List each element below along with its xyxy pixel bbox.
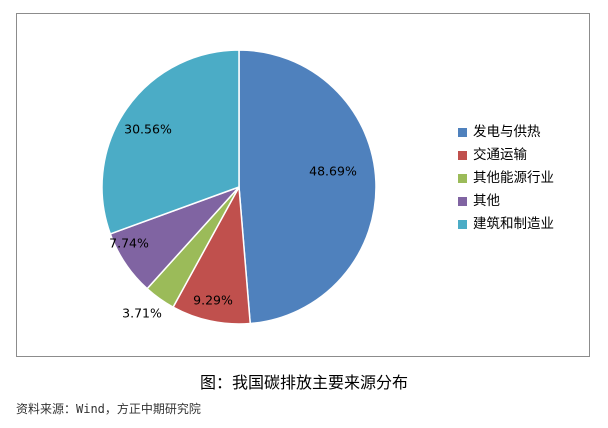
legend: 发电与供热 交通运输 其他能源行业 其他 建筑和制造业: [458, 121, 554, 236]
legend-item-transport: 交通运输: [458, 144, 554, 167]
data-label-building-manufacturing: 30.56%: [124, 122, 172, 137]
legend-label: 发电与供热: [473, 124, 541, 140]
legend-label: 其他: [473, 193, 500, 209]
legend-swatch: [458, 151, 467, 160]
source-note: 资料来源：Wind，方正中期研究院: [16, 402, 201, 416]
legend-label: 其他能源行业: [473, 170, 554, 186]
data-label-other: 7.74%: [109, 236, 149, 251]
data-label-other-energy: 3.71%: [122, 306, 162, 321]
figure-caption: 图：我国碳排放主要来源分布: [199, 373, 408, 392]
legend-swatch: [458, 174, 467, 183]
legend-item-other: 其他: [458, 190, 554, 213]
legend-swatch: [458, 128, 467, 137]
legend-swatch: [458, 197, 467, 206]
data-label-transport: 9.29%: [193, 293, 233, 308]
legend-item-power-heat: 发电与供热: [458, 121, 554, 144]
pie-slice-building-manufacturing: [101, 49, 240, 235]
legend-label: 建筑和制造业: [473, 216, 554, 232]
legend-item-building-manufacturing: 建筑和制造业: [458, 213, 554, 236]
data-label-power-heat: 48.69%: [309, 164, 357, 179]
pie-slice-transport: [172, 184, 252, 325]
pie-slice-power-heat: [238, 49, 377, 325]
legend-item-other-energy: 其他能源行业: [458, 167, 554, 190]
legend-label: 交通运输: [473, 147, 527, 163]
legend-swatch: [458, 220, 467, 229]
